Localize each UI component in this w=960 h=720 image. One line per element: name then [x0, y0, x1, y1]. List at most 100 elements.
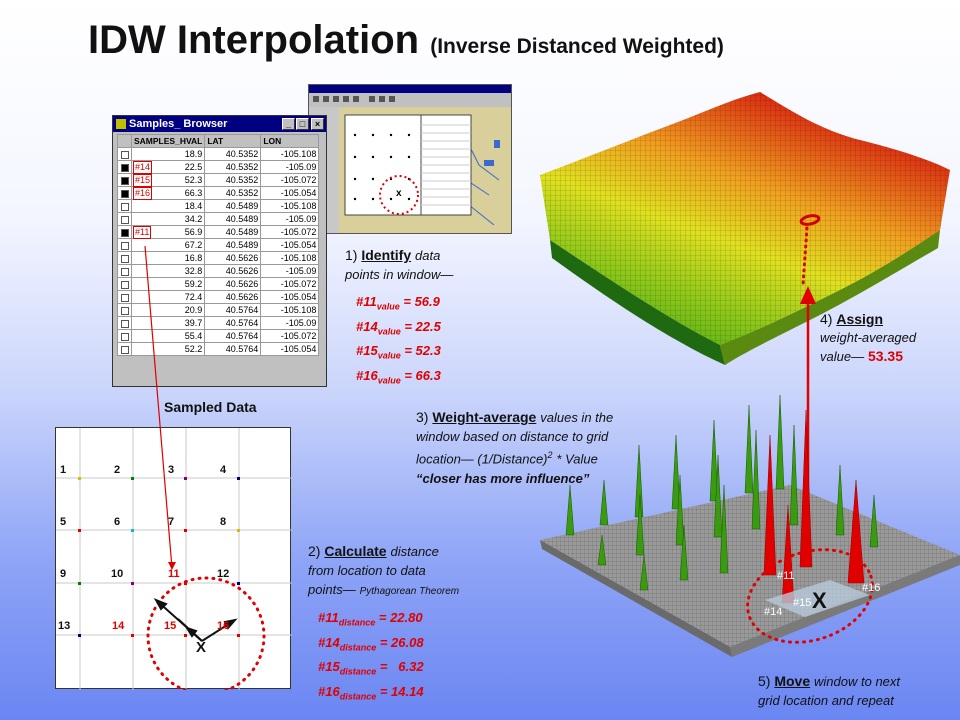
value-sub: value — [377, 326, 401, 337]
hval-text: 56.9 — [184, 227, 203, 237]
row-checkbox[interactable] — [117, 225, 132, 239]
row-checkbox[interactable] — [117, 147, 132, 161]
header-lat[interactable]: LAT — [204, 134, 262, 148]
cell-hval: 39.7 — [130, 316, 206, 330]
table-row[interactable]: 59.2 40.5626 -105.072 — [117, 277, 320, 291]
cell-lon: -105.054 — [260, 238, 320, 252]
table-row[interactable]: 72.4 40.5626 -105.054 — [117, 290, 320, 304]
row-checkbox[interactable] — [117, 316, 132, 330]
table-row[interactable]: 52.2 40.5764 -105.054 — [117, 342, 320, 356]
interpolated-surface — [540, 92, 950, 365]
distance-val: = 22.80 — [378, 610, 423, 625]
table-row[interactable]: #15 52.3 40.5352 -105.072 — [117, 173, 320, 187]
row-checkbox[interactable] — [117, 238, 132, 252]
row-checkbox[interactable] — [117, 186, 132, 200]
maximize-button[interactable]: □ — [296, 118, 309, 130]
close-button[interactable]: × — [311, 118, 324, 130]
step3-line3b: * Value — [556, 451, 598, 467]
browser-app-icon — [116, 119, 126, 129]
samples-table: SAMPLES_HVAL LAT LON 18.9 40.5352 -105.108… — [117, 134, 320, 356]
row-tag: #16 — [133, 187, 153, 200]
minimize-button[interactable]: _ — [282, 118, 295, 130]
row-checkbox[interactable] — [117, 251, 132, 265]
step5-label: 5) Move window to next grid location and… — [758, 672, 900, 710]
step2-verb: Calculate — [324, 543, 387, 559]
table-header-row: SAMPLES_HVAL LAT LON — [117, 134, 320, 148]
distance-item-14: #14distance = 26.08 — [318, 633, 424, 658]
cell-lon: -105.072 — [260, 173, 320, 187]
value-item-15: #15value = 52.3 — [356, 341, 441, 366]
spike-label-16: #16 — [862, 582, 881, 594]
table-row[interactable]: 20.9 40.5764 -105.108 — [117, 303, 320, 317]
sample-grid: 1 2 3 4 5 6 7 8 9 10 11 12 13 14 15 16 X — [55, 427, 292, 690]
grid-number: 16 — [217, 620, 230, 632]
grid-number: 13 — [58, 620, 71, 632]
samples-browser-window: Samples_ Browser _ □ × SAMPLES_HVAL LAT … — [112, 115, 327, 387]
grid-number: 6 — [114, 516, 121, 528]
row-checkbox[interactable] — [117, 277, 132, 291]
row-checkbox[interactable] — [117, 303, 132, 317]
step5-rest: window to next — [814, 674, 901, 689]
table-row[interactable]: #14 22.5 40.5352 -105.09 — [117, 160, 320, 174]
cell-lat: 40.5352 — [204, 147, 262, 161]
cell-lon: -105.072 — [260, 277, 320, 291]
hval-text: 20.9 — [184, 305, 203, 315]
hval-text: 32.8 — [184, 266, 203, 276]
table-row[interactable]: 32.8 40.5626 -105.09 — [117, 264, 320, 278]
table-row[interactable]: 18.4 40.5489 -105.108 — [117, 199, 320, 213]
hval-text: 39.7 — [184, 318, 203, 328]
spike-plot — [540, 394, 960, 657]
row-checkbox[interactable] — [117, 173, 132, 187]
row-checkbox[interactable] — [117, 160, 132, 174]
row-checkbox[interactable] — [117, 212, 132, 226]
hval-text: 22.5 — [184, 162, 203, 172]
spike-label-11: #11 — [777, 570, 795, 582]
step4-line3: value— — [820, 349, 865, 364]
step1-num: 1) — [345, 247, 358, 263]
table-row[interactable]: #11 56.9 40.5489 -105.072 — [117, 225, 320, 239]
spike-label-14: #14 — [764, 606, 783, 618]
table-row[interactable]: #16 66.3 40.5352 -105.054 — [117, 186, 320, 200]
distance-val: = 14.14 — [379, 683, 424, 699]
table-row[interactable]: 34.2 40.5489 -105.09 — [117, 212, 320, 226]
table-row[interactable]: 55.4 40.5764 -105.072 — [117, 329, 320, 343]
step3-verb: Weight-average — [432, 409, 537, 425]
cell-lat: 40.5626 — [204, 277, 262, 291]
browser-title: Samples_ Browser — [129, 118, 228, 130]
header-lon[interactable]: LON — [260, 134, 320, 148]
cell-lon: -105.108 — [260, 303, 320, 317]
table-row[interactable]: 18.9 40.5352 -105.108 — [117, 147, 320, 161]
cell-hval: 72.4 — [130, 290, 206, 304]
cell-lat: 40.5626 — [204, 251, 262, 265]
grid-number: 5 — [60, 516, 67, 528]
app-screenshot: x — [308, 84, 512, 234]
cell-lat: 40.5764 — [204, 303, 262, 317]
row-checkbox[interactable] — [117, 290, 132, 304]
distance-item-16: #16distance = 14.14 — [318, 682, 424, 707]
row-checkbox[interactable] — [117, 329, 132, 343]
cell-lon: -105.09 — [260, 212, 320, 226]
row-checkbox[interactable] — [117, 264, 132, 278]
table-row[interactable]: 39.7 40.5764 -105.09 — [117, 316, 320, 330]
cell-hval: #11 56.9 — [130, 225, 206, 239]
cell-lat: 40.5489 — [204, 212, 262, 226]
header-hval[interactable]: SAMPLES_HVAL — [130, 134, 206, 148]
table-row[interactable]: 16.8 40.5626 -105.108 — [117, 251, 320, 265]
grid-number: 8 — [220, 516, 227, 528]
row-checkbox[interactable] — [117, 199, 132, 213]
cell-lon: -105.108 — [260, 199, 320, 213]
values-list: #11value = 56.9 #14value = 22.5 #15value… — [356, 292, 441, 390]
value-sub: value — [376, 301, 400, 312]
step5-verb: Move — [774, 673, 811, 689]
row-tag: #11 — [133, 226, 152, 239]
slide-title: IDW Interpolation (Inverse Distanced Wei… — [88, 18, 724, 63]
title-subtitle: (Inverse Distanced Weighted) — [430, 35, 724, 58]
row-checkbox[interactable] — [117, 342, 132, 356]
value-item-11: #11value = 56.9 — [356, 292, 441, 317]
table-row[interactable]: 67.2 40.5489 -105.054 — [117, 238, 320, 252]
step3-line2: window based on distance to grid — [416, 429, 609, 444]
distance-val: = 6.32 — [379, 659, 424, 675]
cell-lat: 40.5489 — [204, 238, 262, 252]
value-val: = 22.5 — [404, 318, 441, 334]
value-val: = 52.3 — [404, 343, 441, 359]
